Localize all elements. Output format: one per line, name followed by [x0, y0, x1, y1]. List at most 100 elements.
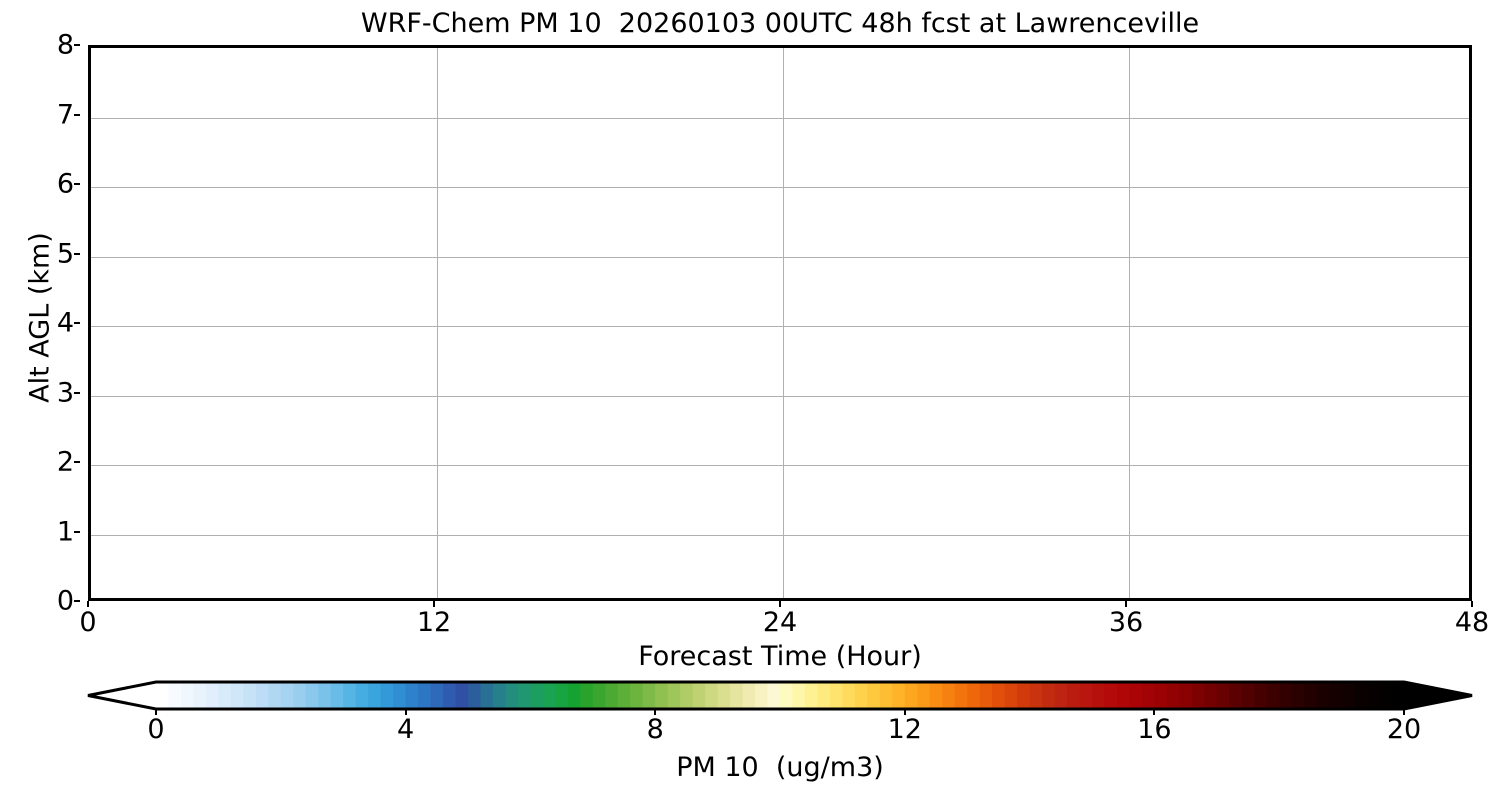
colorbar-band	[1154, 682, 1168, 709]
y-tick-label: 4	[56, 307, 74, 339]
colorbar-band	[1266, 682, 1280, 709]
gridline-vertical	[1129, 48, 1130, 598]
colorbar-band	[1104, 682, 1118, 709]
colorbar-band	[692, 682, 706, 709]
colorbar	[87, 678, 1473, 714]
colorbar-band	[717, 682, 731, 709]
colorbar-band	[1129, 682, 1143, 709]
colorbar-band	[1241, 682, 1255, 709]
colorbar-band	[555, 682, 569, 709]
gridline-horizontal	[91, 256, 1469, 258]
colorbar-extend-max	[1404, 682, 1472, 709]
x-axis-label: Forecast Time (Hour)	[638, 641, 922, 672]
x-tick-mark	[87, 601, 89, 607]
colorbar-band	[318, 682, 332, 709]
colorbar-band	[193, 682, 207, 709]
y-tick-mark	[74, 113, 80, 116]
colorbar-band	[355, 682, 369, 709]
colorbar-band	[730, 682, 744, 709]
x-tick-label: 36	[1108, 607, 1144, 638]
colorbar-band	[904, 682, 918, 709]
x-tick-mark	[779, 601, 781, 607]
colorbar-band	[580, 682, 594, 709]
colorbar-band	[630, 682, 644, 709]
colorbar-band	[1216, 682, 1230, 709]
gridline-vertical	[437, 48, 438, 598]
colorbar-band	[1191, 682, 1205, 709]
colorbar-band	[205, 682, 219, 709]
colorbar-band	[992, 682, 1006, 709]
y-tick-mark	[74, 322, 80, 324]
colorbar-band	[1329, 682, 1343, 709]
colorbar-band	[418, 682, 432, 709]
colorbar-tick-mark	[654, 709, 657, 715]
colorbar-band	[343, 682, 357, 709]
colorbar-band	[842, 682, 856, 709]
plot-area	[88, 45, 1472, 601]
y-tick-mark	[74, 600, 80, 602]
colorbar-band	[293, 682, 307, 709]
colorbar-ticks: 0 4 8 12 16 20	[88, 709, 1472, 747]
colorbar-band	[156, 682, 170, 709]
colorbar-band	[1004, 682, 1018, 709]
colorbar-band	[1304, 682, 1318, 709]
gridline-horizontal	[91, 395, 1469, 397]
colorbar-band	[168, 682, 182, 709]
colorbar-label: PM 10 (ug/m3)	[676, 752, 884, 783]
colorbar-tick-mark	[1403, 709, 1405, 715]
x-tick-label: 48	[1454, 607, 1490, 638]
y-tick-mark	[74, 44, 80, 46]
colorbar-tick-label: 20	[1386, 714, 1422, 745]
colorbar-band	[1067, 682, 1081, 709]
colorbar-band	[280, 682, 294, 709]
colorbar-band	[542, 682, 556, 709]
colorbar-band	[480, 682, 494, 709]
colorbar-band	[1204, 682, 1218, 709]
colorbar-band	[368, 682, 382, 709]
colorbar-band	[1054, 682, 1068, 709]
x-tick-label: 0	[79, 607, 97, 638]
colorbar-band	[1042, 682, 1056, 709]
colorbar-tick-label: 12	[887, 714, 922, 745]
plot-canvas	[91, 48, 1469, 598]
y-tick-label: 8	[56, 29, 74, 61]
gridline-horizontal	[91, 187, 1469, 188]
colorbar-band	[1391, 682, 1405, 709]
colorbar-band	[892, 682, 906, 709]
colorbar-band	[854, 682, 868, 709]
colorbar-band	[917, 682, 931, 709]
colorbar-band	[804, 682, 819, 709]
y-tick-mark	[74, 391, 80, 394]
colorbar-band	[255, 682, 269, 709]
colorbar-band	[567, 682, 581, 709]
colorbar-band	[1229, 682, 1243, 709]
colorbar-band	[530, 682, 544, 709]
colorbar-band	[1354, 682, 1368, 709]
colorbar-band	[705, 682, 719, 709]
y-tick-mark	[74, 461, 80, 463]
colorbar-band	[430, 682, 444, 709]
colorbar-band	[1166, 682, 1180, 709]
colorbar-band	[867, 682, 881, 709]
colorbar-band	[829, 682, 843, 709]
y-tick-label: 7	[56, 99, 74, 130]
colorbar-band	[1366, 682, 1380, 709]
colorbar-gradient	[87, 680, 1473, 711]
y-tick-mark	[74, 252, 80, 255]
colorbar-band	[230, 682, 244, 709]
y-tick-mark	[74, 183, 80, 185]
colorbar-band	[1116, 682, 1131, 709]
colorbar-band	[505, 682, 519, 709]
colorbar-band	[1029, 682, 1043, 709]
colorbar-band	[1291, 682, 1305, 709]
gridline-vertical	[783, 48, 784, 598]
y-axis-label: Alt AGL (km)	[24, 232, 56, 403]
colorbar-band	[742, 682, 756, 709]
colorbar-band	[655, 682, 669, 709]
gridline-horizontal	[91, 117, 1469, 119]
colorbar-band	[942, 682, 956, 709]
colorbar-band	[393, 682, 407, 709]
colorbar-band	[443, 682, 457, 709]
colorbar-band	[1079, 682, 1093, 709]
